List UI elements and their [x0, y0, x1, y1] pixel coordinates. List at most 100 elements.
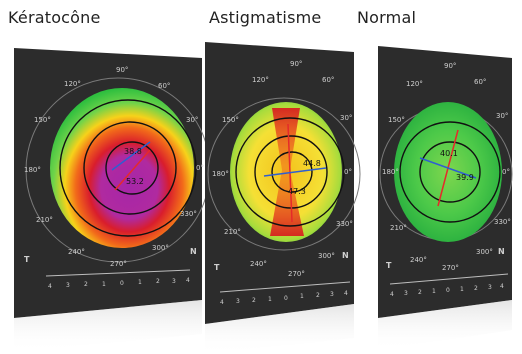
- deg-330: 330°: [180, 210, 197, 218]
- deg-90: 90°: [116, 66, 128, 74]
- scale-bar: [219, 281, 351, 293]
- value-1: 40.1: [440, 149, 458, 158]
- deg-240: 240°: [68, 248, 85, 256]
- scale-5: 1: [300, 293, 304, 300]
- scale-6: 2: [474, 285, 478, 292]
- value-1: 44.8: [303, 159, 321, 168]
- deg-90: 90°: [290, 60, 302, 68]
- axis-blue: [419, 157, 477, 179]
- scale-1: 3: [66, 282, 70, 289]
- scale-8: 4: [344, 290, 348, 297]
- deg-0: 0°: [196, 164, 204, 172]
- axis-blue: [111, 141, 151, 171]
- side-nasal: N: [190, 247, 197, 256]
- outer-ring: [207, 97, 361, 251]
- contour-ring-1: [399, 121, 501, 223]
- scale-2: 2: [418, 289, 422, 296]
- side-nasal: N: [498, 247, 505, 256]
- scale-8: 4: [500, 283, 504, 290]
- deg-240: 240°: [410, 256, 427, 264]
- scale-bar: [389, 273, 509, 285]
- deg-120: 120°: [406, 80, 423, 88]
- scale-4: 0: [120, 280, 124, 287]
- scale-labels: 4 3 2 1 0 1 2 3 4: [48, 277, 190, 290]
- contour-ring-3: [271, 151, 313, 193]
- scale-6: 2: [316, 292, 320, 299]
- title-normal: Normal: [357, 8, 417, 27]
- value-2: 53.2: [126, 177, 144, 186]
- deg-120: 120°: [252, 76, 269, 84]
- contour-ring-1: [59, 99, 197, 237]
- deg-300: 300°: [318, 252, 335, 260]
- scale-1: 3: [404, 290, 408, 297]
- deg-270: 270°: [442, 264, 459, 272]
- deg-90: 90°: [444, 62, 456, 70]
- axis-blue: [263, 167, 327, 177]
- deg-240: 240°: [250, 260, 267, 268]
- scale-7: 3: [172, 278, 176, 285]
- scale-0: 4: [390, 291, 394, 298]
- deg-300: 300°: [152, 244, 169, 252]
- deg-300: 300°: [476, 248, 493, 256]
- side-temporal: T: [386, 261, 392, 270]
- value-2: 39.9: [456, 173, 474, 182]
- scale-4: 0: [284, 295, 288, 302]
- contour-ring-1: [235, 117, 345, 227]
- side-temporal: T: [24, 255, 30, 264]
- deg-0: 0°: [344, 168, 352, 176]
- deg-150: 150°: [34, 116, 51, 124]
- scale-3: 1: [268, 296, 272, 303]
- deg-150: 150°: [388, 116, 405, 124]
- scale-3: 1: [102, 281, 106, 288]
- value-1: 38.8: [124, 147, 142, 156]
- contour-ring-2: [419, 141, 481, 203]
- scale-8: 4: [186, 277, 190, 284]
- deg-270: 270°: [288, 270, 305, 278]
- scale-7: 3: [330, 291, 334, 298]
- deg-180: 180°: [382, 168, 399, 176]
- panel-astigmatisme: 44.8 47.3 90° 60° 30° 0° 330° 300° 270° …: [205, 42, 361, 354]
- deg-30: 30°: [340, 114, 352, 122]
- deg-210: 210°: [36, 216, 53, 224]
- deg-60: 60°: [322, 76, 334, 84]
- deg-60: 60°: [474, 78, 486, 86]
- scale-4: 0: [446, 287, 450, 294]
- axis-red: [114, 149, 151, 191]
- title-keratocone: Kératocône: [8, 8, 101, 27]
- deg-210: 210°: [390, 224, 407, 232]
- scale-labels: 4 3 2 1 0 1 2 3 4: [390, 283, 504, 298]
- scale-5: 1: [138, 279, 142, 286]
- panel-reflection: [205, 304, 354, 354]
- panel-normal: 40.1 39.9 90° 60° 30° 0° 330° 300° 270° …: [378, 46, 513, 350]
- contour-ring-3: [105, 141, 159, 195]
- deg-30: 30°: [496, 112, 508, 120]
- scale-0: 4: [48, 283, 52, 290]
- scale-2: 2: [84, 281, 88, 288]
- scale-1: 3: [236, 298, 240, 305]
- deg-0: 0°: [502, 168, 510, 176]
- scale-7: 3: [488, 284, 492, 291]
- scale-6: 2: [156, 278, 160, 285]
- scale-3: 1: [432, 288, 436, 295]
- deg-150: 150°: [222, 116, 239, 124]
- contour-ring-2: [83, 121, 177, 215]
- scale-5: 1: [460, 286, 464, 293]
- bowtie-pattern: [270, 108, 304, 236]
- corneal-map: [394, 102, 502, 242]
- panel-reflection: [14, 300, 202, 352]
- panel-keratocone: 38.8 53.2 90° 60° 30° 0° 330° 300° 270° …: [14, 48, 211, 352]
- scale-labels: 4 3 2 1 0 1 2 3 4: [220, 290, 348, 306]
- side-nasal: N: [342, 251, 349, 260]
- value-2: 47.3: [288, 187, 306, 196]
- deg-60: 60°: [158, 82, 170, 90]
- deg-270: 270°: [110, 260, 127, 268]
- deg-120: 120°: [64, 80, 81, 88]
- corneal-map: [50, 88, 194, 248]
- side-temporal: T: [214, 263, 220, 272]
- scale-bar: [45, 269, 191, 277]
- deg-180: 180°: [212, 170, 229, 178]
- deg-180: 180°: [24, 166, 41, 174]
- deg-30: 30°: [186, 116, 198, 124]
- title-astigmatisme: Astigmatisme: [209, 8, 322, 27]
